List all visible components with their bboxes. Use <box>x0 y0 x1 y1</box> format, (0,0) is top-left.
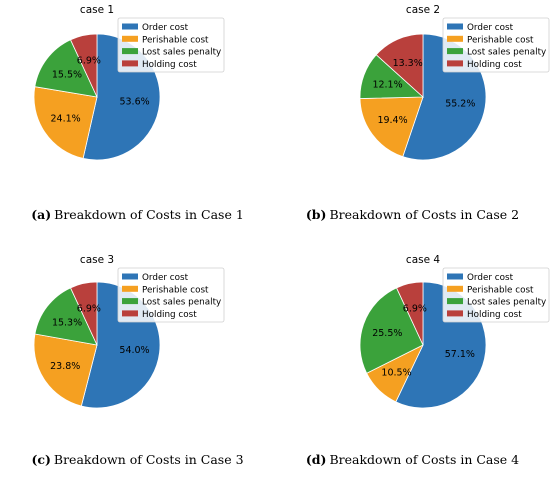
legend-swatch-perishable-cost <box>447 285 463 292</box>
pie-value-label-perishable-cost: 23.8% <box>50 361 80 372</box>
legend-swatch-lost-sales-penalty <box>122 298 138 305</box>
caption-tag: (d) <box>305 452 327 467</box>
pie-slice-holding-cost <box>70 33 98 98</box>
legend-frame <box>117 267 225 323</box>
figure-caption: (c) Breakdown of Costs in Case 3 <box>0 452 275 467</box>
legend-label-lost-sales-penalty: Lost sales penalty <box>142 48 221 58</box>
pie-slice-perishable-cost <box>33 86 98 159</box>
figure-caption: (d) Breakdown of Costs in Case 4 <box>275 452 550 467</box>
caption-text: Breakdown of Costs in Case 4 <box>329 452 520 467</box>
legend-swatch-order-cost <box>122 273 138 280</box>
pie-value-label-lost-sales-penalty: 25.5% <box>372 328 402 339</box>
legend: Order cost Perishable cost Lost sales pena… <box>442 17 550 73</box>
pie-chart-case-3: case 3 54.0% 23.8% 15.3% 6.9% Order cost Per… <box>33 254 225 409</box>
pie-chart-case-1: case 1 53.6% 24.1% 15.5% 6.9% Order cost Per… <box>33 4 225 161</box>
pie-value-label-order-cost: 53.6% <box>119 97 149 108</box>
legend-swatch-holding-cost <box>122 60 138 67</box>
legend: Order cost Perishable cost Lost sales pena… <box>117 17 225 73</box>
legend-frame <box>442 17 550 73</box>
legend-swatch-lost-sales-penalty <box>122 48 138 55</box>
caption-text: Breakdown of Costs in Case 3 <box>53 452 244 467</box>
caption-tag: (a) <box>31 207 52 222</box>
panel-case-4: case 4 57.1% 10.5% 25.5% 6.9% Order cost Per… <box>275 252 550 487</box>
chart-title: case 4 <box>406 254 440 266</box>
legend-label-perishable-cost: Perishable cost <box>467 285 534 295</box>
pie-value-label-order-cost: 55.2% <box>445 99 475 110</box>
panel-case-1: case 1 53.6% 24.1% 15.5% 6.9% Order cost Per… <box>0 0 275 235</box>
figure-caption: (a) Breakdown of Costs in Case 1 <box>0 207 275 222</box>
figure-caption: (b) Breakdown of Costs in Case 2 <box>275 207 550 222</box>
caption-text: Breakdown of Costs in Case 2 <box>329 207 520 222</box>
legend-swatch-order-cost <box>122 23 138 30</box>
pie-slice-perishable-cost <box>33 333 98 407</box>
legend: Order cost Perishable cost Lost sales pena… <box>442 267 550 323</box>
pie-value-label-order-cost: 54.0% <box>119 345 149 356</box>
legend-swatch-holding-cost <box>447 310 463 317</box>
chart-title: case 1 <box>80 4 114 16</box>
pie-chart-case-2: case 2 55.2% 19.4% 12.1% 13.3% Order cost Pe… <box>359 4 550 161</box>
legend-swatch-perishable-cost <box>122 35 138 42</box>
caption-text: Breakdown of Costs in Case 1 <box>54 207 244 222</box>
pie-value-label-holding-cost: 6.9% <box>77 304 101 315</box>
legend-swatch-holding-cost <box>447 60 463 67</box>
legend-swatch-holding-cost <box>122 310 138 317</box>
legend-label-order-cost: Order cost <box>467 23 514 33</box>
caption-tag: (c) <box>31 452 51 467</box>
legend-label-lost-sales-penalty: Lost sales penalty <box>467 48 546 58</box>
legend-label-holding-cost: Holding cost <box>142 60 197 70</box>
pie-value-label-perishable-cost: 19.4% <box>377 115 407 126</box>
legend-label-lost-sales-penalty: Lost sales penalty <box>142 298 221 308</box>
pie-slice-perishable-cost <box>359 96 424 158</box>
legend-label-perishable-cost: Perishable cost <box>142 35 209 45</box>
legend-swatch-perishable-cost <box>447 35 463 42</box>
chart-title: case 2 <box>406 4 440 16</box>
legend: Order cost Perishable cost Lost sales pena… <box>117 267 225 323</box>
pie-slice-lost-sales-penalty <box>359 287 424 374</box>
pie-slice-lost-sales-penalty <box>34 287 98 346</box>
chart-title: case 3 <box>80 254 114 266</box>
legend-label-order-cost: Order cost <box>142 273 189 283</box>
legend-label-perishable-cost: Perishable cost <box>467 35 534 45</box>
legend-frame <box>442 267 550 323</box>
panel-case-3: case 3 54.0% 23.8% 15.3% 6.9% Order cost Per… <box>0 252 275 487</box>
legend-swatch-lost-sales-penalty <box>447 48 463 55</box>
legend-label-holding-cost: Holding cost <box>142 310 197 320</box>
pie-value-label-order-cost: 57.1% <box>445 349 475 360</box>
legend-swatch-lost-sales-penalty <box>447 298 463 305</box>
pie-slice-holding-cost <box>395 281 424 346</box>
legend-label-holding-cost: Holding cost <box>467 310 522 320</box>
pie-value-label-holding-cost: 6.9% <box>403 304 427 315</box>
pie-value-labels: 55.2% 19.4% 12.1% 13.3% <box>372 58 475 126</box>
pie-value-labels: 53.6% 24.1% 15.5% 6.9% <box>51 56 150 125</box>
pie-value-label-perishable-cost: 10.5% <box>381 367 411 378</box>
pie-value-label-lost-sales-penalty: 15.3% <box>52 317 82 328</box>
legend-swatch-order-cost <box>447 273 463 280</box>
legend-label-order-cost: Order cost <box>467 273 514 283</box>
legend-label-order-cost: Order cost <box>142 23 189 33</box>
legend-label-holding-cost: Holding cost <box>467 60 522 70</box>
pie-slice-holding-cost <box>375 33 424 98</box>
pie-value-labels: 57.1% 10.5% 25.5% 6.9% <box>372 304 475 379</box>
pie-slice-lost-sales-penalty <box>34 39 98 98</box>
pie-value-labels: 54.0% 23.8% 15.3% 6.9% <box>50 304 149 372</box>
pie-value-label-holding-cost: 13.3% <box>393 58 423 69</box>
legend-label-lost-sales-penalty: Lost sales penalty <box>467 298 546 308</box>
pie-slice-holding-cost <box>69 281 98 346</box>
pie-value-label-lost-sales-penalty: 15.5% <box>52 70 82 81</box>
panel-case-2: case 2 55.2% 19.4% 12.1% 13.3% Order cost Pe… <box>275 0 550 235</box>
legend-swatch-order-cost <box>447 23 463 30</box>
legend-swatch-perishable-cost <box>122 285 138 292</box>
pie-chart-case-4: case 4 57.1% 10.5% 25.5% 6.9% Order cost Per… <box>359 254 550 409</box>
legend-frame <box>117 17 225 73</box>
legend-label-perishable-cost: Perishable cost <box>142 285 209 295</box>
pie-value-label-holding-cost: 6.9% <box>77 56 101 67</box>
pie-value-label-perishable-cost: 24.1% <box>51 114 81 125</box>
caption-tag: (b) <box>305 207 327 222</box>
pie-value-label-lost-sales-penalty: 12.1% <box>372 79 402 90</box>
